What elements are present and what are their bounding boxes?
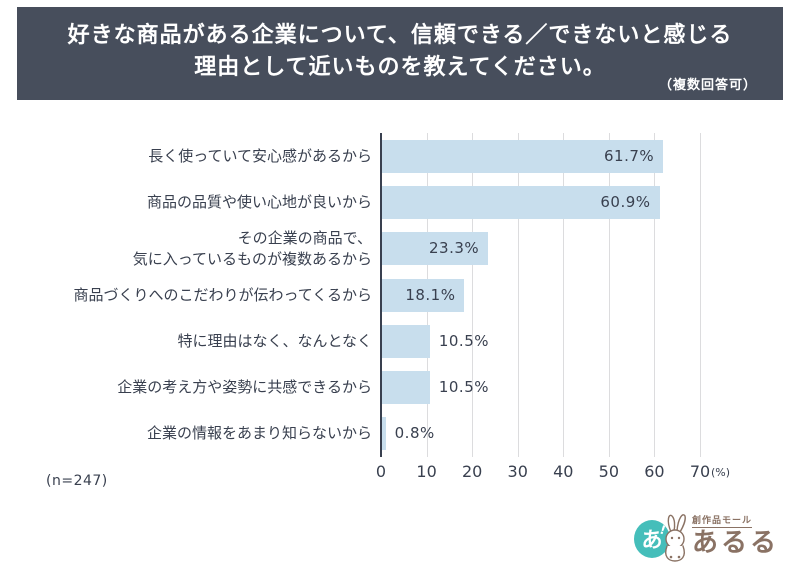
bar-value-label: 60.9%: [600, 192, 651, 211]
x-tick-label: 10: [416, 462, 437, 481]
bar-value-label: 10.5%: [438, 378, 489, 397]
x-tick-label: 30: [507, 462, 528, 481]
grid-line: [472, 133, 474, 457]
category-label: 商品づくりへのこだわりが伝わってくるから: [73, 285, 372, 304]
multiple-answer-note: （複数回答可）: [658, 78, 757, 93]
category-label: その企業の商品で、 気に入っているものが複数あるから: [132, 228, 372, 268]
bar-value-label: 61.7%: [604, 146, 655, 165]
bar-value-label: 18.1%: [405, 285, 456, 304]
chart-title-line2: 理由として近いものを教えてください。: [194, 55, 606, 80]
category-label: 特に理由はなく、なんとなく: [177, 331, 372, 350]
category-label: 企業の情報をあまり知らないから: [146, 424, 372, 443]
bar: [382, 278, 465, 312]
x-axis-unit-label: (%): [711, 466, 731, 479]
logo-mark-text: あ: [641, 528, 663, 552]
grid-line: [700, 133, 701, 457]
chart-title: 好きな商品がある企業について、信頼できる／できないと感じる 理由として近いものを…: [17, 7, 783, 84]
bar-value-label: 10.5%: [438, 331, 489, 350]
grid-line: [563, 133, 565, 457]
category-label: 企業の考え方や姿勢に共感できるから: [117, 378, 372, 397]
x-tick-label: 20: [461, 462, 483, 481]
bar: [382, 417, 386, 451]
category-label: 商品の品質や使い心地が良いから: [146, 192, 372, 211]
logo-brand-name: あるる: [692, 528, 780, 558]
bar: [382, 324, 430, 358]
bar: [382, 139, 664, 173]
logo-circle-mark: あ !: [634, 520, 670, 558]
bar: [382, 232, 489, 266]
bar: [382, 185, 660, 219]
x-tick-label: 40: [553, 462, 574, 481]
x-tick-label: 0: [375, 462, 387, 481]
rabbit-icon: [662, 510, 690, 568]
category-label: 長く使っていて安心感があるから: [148, 146, 372, 165]
logo-texts: 創作品モール あるる: [692, 508, 779, 558]
bar-value-label: 0.8%: [394, 424, 435, 443]
grid-line: [654, 133, 656, 457]
x-tick-label: 50: [598, 462, 620, 481]
x-tick-label: 70: [689, 462, 711, 481]
bar-value-label: 23.3%: [429, 239, 480, 258]
header-banner: 好きな商品がある企業について、信頼できる／できないと感じる 理由として近いものを…: [17, 7, 783, 100]
chart-title-line1: 好きな商品がある企業について、信頼できる／できないと感じる: [67, 23, 733, 48]
logo-tagline: 創作品モール: [692, 513, 753, 528]
x-tick-label: 60: [644, 462, 665, 481]
sample-size-note: (n=247): [46, 473, 108, 489]
y-axis-line: [380, 133, 382, 457]
bar: [382, 371, 430, 405]
grid-line: [608, 133, 610, 457]
grid-line: [517, 133, 519, 457]
aruru-logo: あ ! 創作品モール あるる: [628, 504, 778, 566]
